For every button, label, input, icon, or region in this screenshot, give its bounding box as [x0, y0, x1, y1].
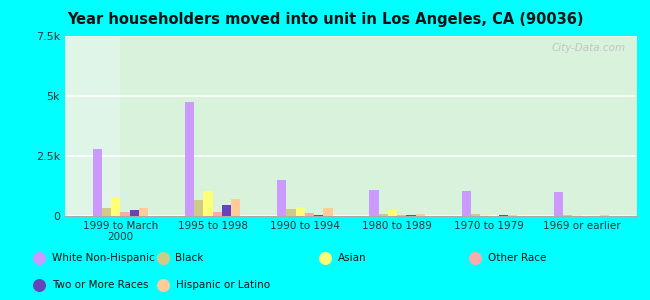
- Bar: [397, 215, 406, 216]
- Bar: [369, 190, 379, 216]
- Bar: [406, 215, 415, 216]
- Bar: [287, 209, 296, 216]
- Bar: [600, 215, 609, 216]
- Bar: [573, 215, 582, 216]
- Bar: [563, 215, 573, 216]
- Bar: [508, 215, 517, 216]
- Bar: [102, 208, 111, 216]
- Text: White Non-Hispanic: White Non-Hispanic: [52, 253, 155, 263]
- Point: [469, 256, 480, 260]
- Bar: [305, 213, 314, 216]
- Bar: [554, 192, 563, 216]
- Point: [157, 256, 168, 260]
- Text: Asian: Asian: [338, 253, 367, 263]
- Text: Black: Black: [176, 253, 204, 263]
- Bar: [296, 207, 305, 216]
- Bar: [314, 214, 323, 216]
- Bar: [415, 214, 425, 216]
- Bar: [93, 149, 102, 216]
- Text: Year householders moved into unit in Los Angeles, CA (90036): Year householders moved into unit in Los…: [67, 12, 583, 27]
- Point: [157, 283, 168, 287]
- Bar: [499, 215, 508, 216]
- Bar: [213, 212, 222, 216]
- Point: [34, 256, 44, 260]
- Text: Other Race: Other Race: [488, 253, 546, 263]
- Bar: [194, 200, 203, 216]
- Bar: [185, 102, 194, 216]
- Bar: [462, 191, 471, 216]
- Bar: [323, 208, 333, 216]
- Bar: [129, 209, 139, 216]
- Bar: [231, 199, 240, 216]
- Bar: [379, 214, 388, 216]
- Point: [320, 256, 330, 260]
- Bar: [120, 212, 129, 216]
- Bar: [222, 205, 231, 216]
- Bar: [111, 197, 120, 216]
- Bar: [388, 209, 397, 216]
- Point: [34, 283, 44, 287]
- Bar: [471, 214, 480, 216]
- Bar: [203, 191, 213, 216]
- Text: City-Data.com: City-Data.com: [551, 43, 625, 53]
- Bar: [139, 208, 148, 216]
- Text: Two or More Races: Two or More Races: [52, 280, 148, 290]
- Text: Hispanic or Latino: Hispanic or Latino: [176, 280, 270, 290]
- Bar: [277, 180, 287, 216]
- Bar: [480, 215, 489, 216]
